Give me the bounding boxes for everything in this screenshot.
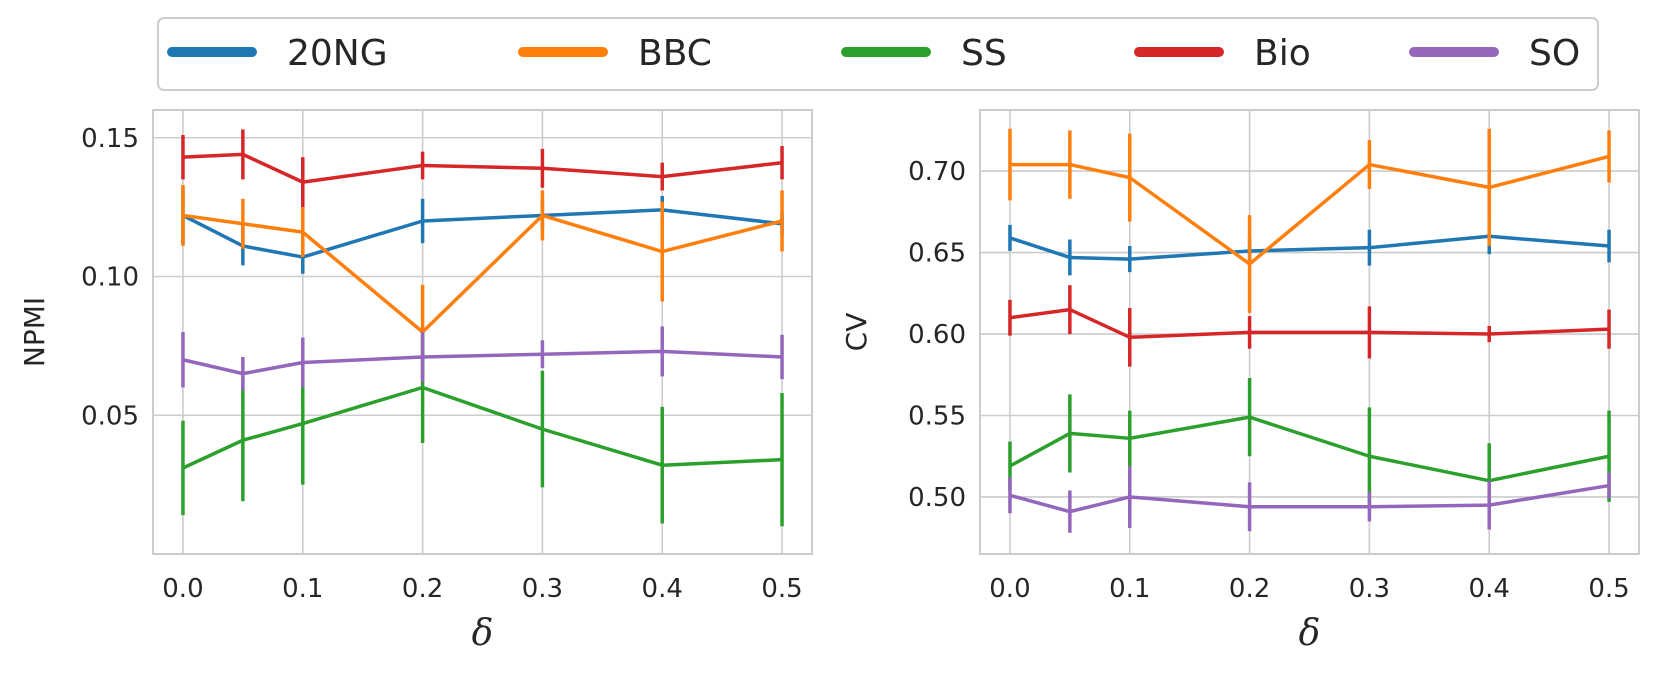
series-ss [181,332,784,527]
x-tick-label: 0.4 [642,574,683,604]
axes-frame [979,109,1640,555]
x-tick-label: 0.0 [162,574,203,604]
legend-entry-so: SO [1409,33,1580,74]
npmi-panel: 0.0 0.1 0.2 0.3 0.4 0.5 0.05 0.10 0.15 δ NPMI [18,109,813,654]
y-tick-label: 0.70 [908,157,966,187]
y-tick-label: 0.50 [908,483,966,513]
series-bbc [1008,128,1611,313]
legend-entry-bio: Bio [1134,33,1311,74]
x-tick-label: 0.5 [1588,574,1629,604]
axes-frame [152,109,813,555]
series-line [1009,483,1610,514]
y-tick-label: 0.55 [908,402,966,432]
legend-label: 20NG [287,33,388,74]
legend-entry-bbc: BBC [518,33,712,74]
legend-entry-ss: SS [841,33,1007,74]
series-so [181,326,784,391]
legend-label: SS [961,33,1007,74]
series-20ng [1008,218,1611,276]
series-bio [181,129,784,208]
x-axis-label: δ [1299,613,1321,654]
y-tick-label: 0.60 [908,320,966,350]
y-tick-label: 0.10 [81,263,139,293]
series-20ng [181,187,784,274]
series-line [182,213,783,334]
series-line [182,208,783,259]
series-so [1008,466,1611,533]
y-tick-label: 0.15 [81,124,139,154]
series-line [1009,307,1610,340]
x-tick-label: 0.2 [1229,574,1270,604]
series-line [1009,415,1610,483]
x-tick-label: 0.4 [1469,574,1510,604]
x-tick-label: 0.3 [1349,574,1390,604]
legend: 20NG BBC SS Bio SO [157,17,1599,91]
series-line [182,349,783,376]
x-tick-label: 0.0 [989,574,1030,604]
y-axis-label: NPMI [18,297,51,367]
series-line [1009,154,1610,266]
legend-label: BBC [638,33,712,74]
series-line [1009,234,1610,261]
x-axis-label: δ [472,613,494,654]
gridlines [153,110,812,554]
x-tick-label: 0.1 [1109,574,1150,604]
y-tick-label: 0.05 [81,401,139,431]
x-tick-label: 0.2 [402,574,443,604]
legend-label: SO [1529,33,1580,74]
x-tick-label: 0.1 [282,574,323,604]
y-tick-label: 0.65 [908,239,966,269]
legend-label: Bio [1254,33,1311,74]
x-tick-label: 0.3 [522,574,563,604]
series-line [182,152,783,184]
legend-entry-20ng: 20NG [167,33,388,74]
x-tick-label: 0.5 [761,574,802,604]
series-line [182,385,783,470]
cv-panel: 0.0 0.1 0.2 0.3 0.4 0.5 0.50 0.55 0.60 0.65 0.70 δ C… [840,109,1640,654]
series-bio [1008,285,1611,367]
y-axis-label: CV [840,313,873,352]
